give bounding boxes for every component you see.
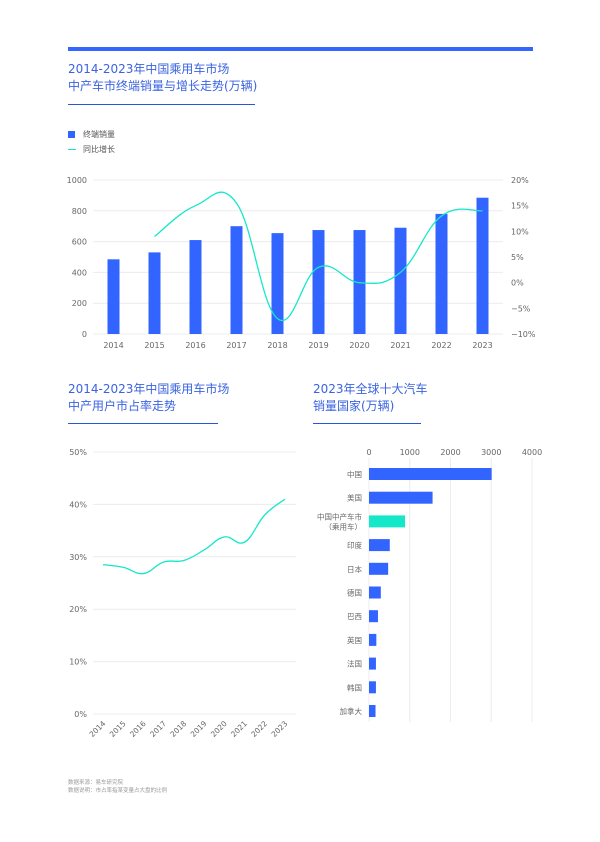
chart1-xtick-label: 2019 — [308, 341, 328, 350]
chart2-share-line — [102, 498, 286, 575]
chart1-ytick-label: 1000 — [67, 176, 87, 185]
chart1-y2tick-label: −5% — [511, 304, 531, 313]
chart2-title: 2014-2023年中国乘用车市场 中产用户市占率走势 — [68, 381, 229, 415]
chart1-bar — [435, 213, 448, 334]
chart1-y2tick-label: −10% — [511, 330, 536, 339]
legend-item-sales[interactable]: 终端销量 — [68, 127, 115, 142]
chart1-xtick-label: 2020 — [349, 341, 369, 350]
chart1-xtick-label: 2014 — [103, 341, 123, 350]
footer-note: 数据说明：市占率指某变量占大盘的比例 — [68, 788, 168, 794]
chart2-title-line2: 中产用户市占率走势 — [68, 399, 177, 413]
chart3-xtick-label: 4000 — [522, 448, 542, 457]
chart3-bar — [369, 468, 492, 480]
chart3-xtick-label: 1000 — [400, 448, 420, 457]
chart1-bar — [189, 240, 202, 334]
chart1-title-line2: 中产车市终端销量与增长走势(万辆) — [68, 79, 258, 93]
chart3-category-label: 巴西 — [347, 612, 362, 621]
chart1-y2tick-label: 10% — [511, 227, 529, 236]
chart1-ytick-label: 600 — [72, 238, 87, 247]
chart3-category-label: 英国 — [347, 635, 362, 645]
chart3-bar — [369, 705, 376, 717]
chart1-xtick-label: 2016 — [185, 341, 205, 350]
chart3-bar — [369, 633, 377, 646]
chart3-category-label: 德国 — [347, 588, 362, 598]
chart1-bar — [271, 233, 284, 334]
chart3-category-label: （乘用车） — [325, 521, 363, 531]
top-accent-bar — [68, 47, 533, 51]
chart1-title-rule — [68, 104, 255, 105]
chart3-bar — [369, 681, 376, 694]
chart1-xtick-label: 2022 — [431, 341, 451, 350]
chart3-bar — [369, 610, 378, 623]
chart1-title-line1: 2014-2023年中国乘用车市场 — [68, 62, 230, 76]
chart3-title-line1: 2023年全球十大汽车 — [313, 382, 428, 396]
chart1-y2tick-label: 20% — [511, 176, 529, 185]
chart1-xtick-label: 2015 — [144, 341, 164, 350]
chart1-xtick-label: 2018 — [267, 341, 287, 350]
chart1-bar — [148, 252, 161, 334]
legend-item-growth[interactable]: 同比增长 — [68, 142, 115, 157]
chart3-title-line2: 销量国家(万辆) — [313, 399, 395, 413]
legend-bar-swatch-icon — [68, 131, 75, 138]
chart3-category-label: 加拿大 — [340, 706, 363, 716]
chart3-xtick-label: 2000 — [440, 448, 460, 457]
chart3-xtick-label: 0 — [366, 448, 371, 457]
chart1-bar — [107, 259, 120, 334]
chart2-ytick-label: 40% — [69, 500, 87, 509]
legend-label-sales: 终端销量 — [83, 130, 115, 139]
chart1-y2tick-label: 0% — [511, 279, 524, 288]
chart3-category-label: 日本 — [347, 564, 362, 574]
chart2-ytick-label: 50% — [69, 448, 87, 457]
chart3-category-label: 印度 — [347, 540, 362, 550]
chart1-ytick-label: 0 — [82, 330, 87, 339]
chart3-bar — [369, 657, 376, 670]
legend-line-swatch-icon — [68, 148, 76, 151]
chart1-ytick-label: 400 — [72, 268, 87, 277]
chart1-y2tick-label: 5% — [511, 253, 524, 262]
legend-label-growth: 同比增长 — [83, 145, 115, 154]
chart1-title: 2014-2023年中国乘用车市场 中产车市终端销量与增长走势(万辆) — [68, 61, 257, 95]
chart3-bar — [369, 515, 406, 528]
chart3-title-rule — [313, 423, 421, 424]
chart2-title-line1: 2014-2023年中国乘用车市场 — [68, 382, 230, 396]
chart3-title: 2023年全球十大汽车 销量国家(万辆) — [313, 381, 428, 415]
chart1-bar — [476, 197, 489, 334]
chart1-legend: 终端销量 同比增长 — [68, 127, 115, 157]
chart2-ytick-label: 20% — [69, 605, 87, 614]
chart1-growth-line — [154, 191, 483, 322]
chart3-bar — [369, 586, 381, 599]
footer: 数据来源：易车研究院 数据说明：市占率指某变量占大盘的比例 — [68, 779, 167, 795]
chart1-ytick-label: 200 — [72, 299, 87, 308]
chart1-bar — [312, 230, 325, 334]
chart3-bar — [369, 539, 390, 552]
chart2-ytick-label: 10% — [69, 658, 87, 667]
chart3-xtick-label: 3000 — [481, 448, 501, 457]
chart3-category-label: 法国 — [347, 659, 362, 669]
chart1-bar — [394, 227, 407, 334]
chart1-y2tick-label: 15% — [511, 202, 529, 211]
chart3-bar — [369, 491, 433, 504]
chart1-xtick-label: 2021 — [390, 341, 410, 350]
chart3-category-label: 中国中产车市 — [317, 511, 362, 521]
chart2-ytick-label: 0% — [74, 710, 87, 719]
chart1-xtick-label: 2017 — [226, 341, 246, 350]
chart3-category-label: 中国 — [347, 469, 362, 479]
chart3-category-label: 韩国 — [347, 682, 362, 692]
chart1-xtick-label: 2023 — [472, 341, 492, 350]
chart3-bar — [369, 562, 389, 575]
chart1-ytick-label: 800 — [72, 207, 87, 216]
chart2-ytick-label: 30% — [69, 553, 87, 562]
chart2-title-rule — [68, 423, 218, 424]
chart1-bar — [230, 226, 243, 334]
chart3-category-label: 美国 — [347, 493, 362, 503]
footer-source: 数据来源：易车研究院 — [68, 780, 124, 786]
